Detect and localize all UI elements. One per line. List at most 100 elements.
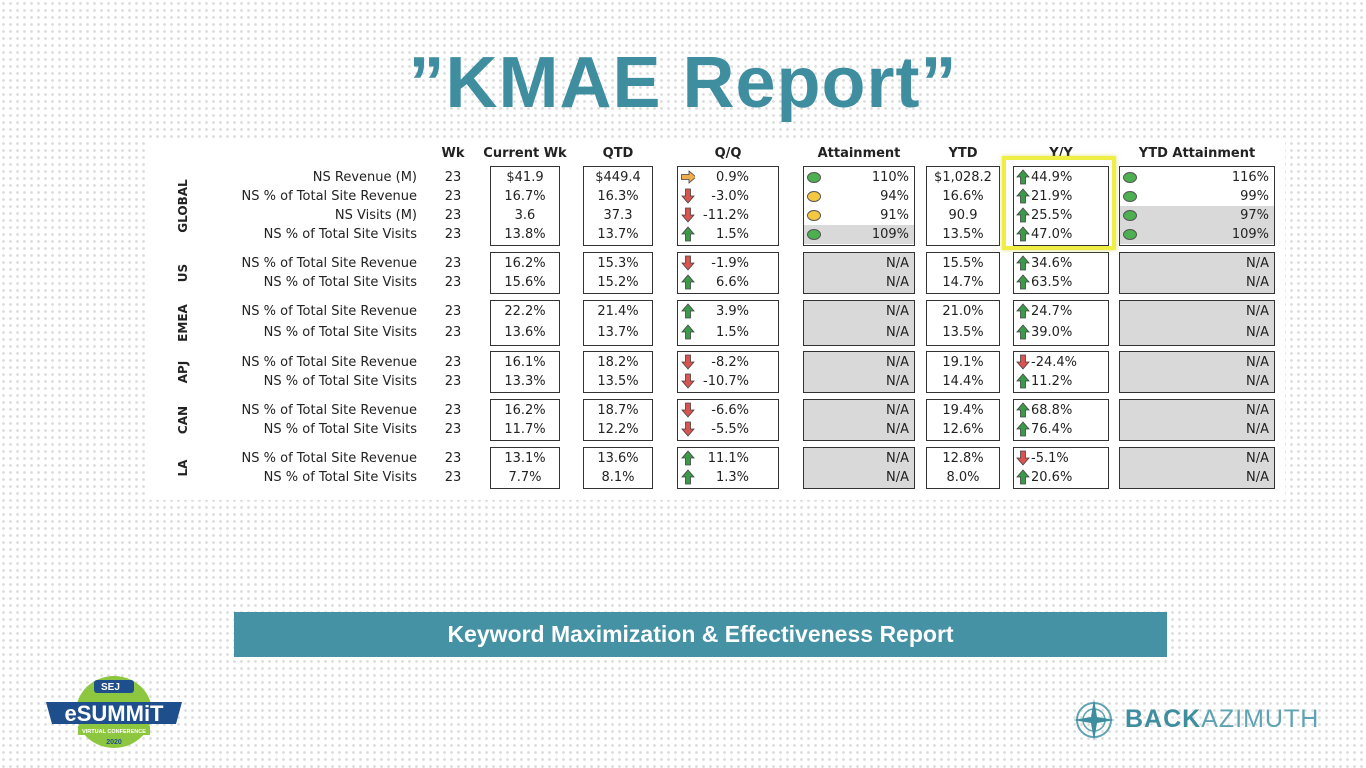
- backazimuth-logo: BACKAZIMUTH: [1070, 696, 1330, 744]
- row-current: 16.7%: [504, 189, 546, 204]
- row-qtd: 18.2%: [597, 355, 639, 370]
- row-ytd: 13.5%: [942, 325, 984, 340]
- row-attainment: 109%: [871, 227, 909, 242]
- backazimuth-wordmark: BACKAZIMUTH: [1125, 705, 1320, 733]
- row-qtd: 37.3: [603, 208, 633, 223]
- arrow-down-icon: [681, 402, 695, 418]
- row-attainment: 94%: [880, 189, 909, 204]
- box-current: [490, 351, 560, 393]
- row-ytd: $1,028.2: [934, 170, 992, 185]
- row-yy: 39.0%: [1031, 325, 1073, 340]
- box-qtd: [583, 300, 653, 346]
- arrow-up-icon: [1016, 188, 1030, 204]
- row-ytd: 19.1%: [942, 355, 984, 370]
- arrow-up-icon: [1016, 169, 1030, 185]
- row-yy: -24.4%: [1031, 355, 1077, 370]
- header-wk: Wk: [441, 146, 465, 161]
- header-ytd-attainment: YTD Attainment: [1138, 146, 1256, 161]
- row-label: NS % of Total Site Visits: [263, 227, 417, 242]
- status-dot-icon: [807, 191, 821, 202]
- esummit-logo-main: eSUMMiT: [65, 701, 165, 726]
- box-ytd: [926, 252, 1000, 294]
- arrow-down-icon: [681, 354, 695, 370]
- row-yy: 11.2%: [1031, 374, 1073, 389]
- header-ytd: YTD: [948, 146, 978, 161]
- status-dot-icon: [807, 172, 821, 183]
- row-yy: 21.9%: [1031, 189, 1073, 204]
- row-yy: 34.6%: [1031, 256, 1073, 271]
- box-ytd: [926, 447, 1000, 489]
- row-attainment: 110%: [871, 170, 909, 185]
- box-current: [490, 166, 560, 246]
- row-ytd-attainment: N/A: [1246, 256, 1269, 271]
- shade-attainment: [804, 225, 914, 244]
- arrow-up-icon: [1016, 207, 1030, 223]
- row-wk: 23: [444, 227, 462, 242]
- row-qq: -6.6%: [711, 403, 749, 418]
- box-qq: [677, 252, 779, 294]
- row-ytd: 8.0%: [946, 470, 980, 485]
- box-qtd: [583, 252, 653, 294]
- row-attainment: N/A: [886, 256, 909, 271]
- row-ytd: 21.0%: [942, 304, 984, 319]
- status-dot-icon: [1123, 191, 1137, 202]
- row-current: $41.9: [506, 170, 544, 185]
- box-ytd-attainment: [1119, 447, 1275, 489]
- arrow-down-icon: [1016, 354, 1030, 370]
- row-qtd: 15.3%: [597, 256, 639, 271]
- box-qq: [677, 447, 779, 489]
- box-qq: [677, 351, 779, 393]
- row-attainment: N/A: [886, 403, 909, 418]
- status-dot-icon: [1123, 172, 1137, 183]
- box-yy: [1013, 399, 1109, 441]
- row-ytd: 19.4%: [942, 403, 984, 418]
- esummit-logo-year: 2020: [106, 739, 122, 746]
- row-label: NS % of Total Site Revenue: [241, 189, 417, 204]
- arrow-right-icon: [681, 169, 697, 185]
- row-label: NS Revenue (M): [312, 170, 417, 185]
- box-attainment: [803, 399, 915, 441]
- row-ytd: 14.7%: [942, 275, 984, 290]
- row-qq: -1.9%: [711, 256, 749, 271]
- row-qq: -3.0%: [711, 189, 749, 204]
- header-qtd: QTD: [602, 146, 634, 161]
- row-current: 13.8%: [504, 227, 546, 242]
- arrow-down-icon: [1016, 450, 1030, 466]
- row-label: NS % of Total Site Revenue: [241, 403, 417, 418]
- row-attainment: 91%: [880, 208, 909, 223]
- box-qtd: [583, 166, 653, 246]
- arrow-up-icon: [681, 303, 695, 319]
- box-yy: [1013, 351, 1109, 393]
- row-label: NS % of Total Site Revenue: [241, 355, 417, 370]
- compass-icon: [1073, 699, 1115, 741]
- arrow-up-icon: [1016, 402, 1030, 418]
- row-ytd-attainment: N/A: [1246, 304, 1269, 319]
- row-qq: 0.9%: [715, 170, 749, 185]
- row-attainment: N/A: [886, 422, 909, 437]
- arrow-up-icon: [681, 324, 695, 340]
- row-qtd: $449.4: [595, 170, 641, 185]
- row-yy: 25.5%: [1031, 208, 1073, 223]
- slide-title: ”KMAE Report”: [408, 43, 958, 123]
- header-attainment: Attainment: [817, 146, 901, 161]
- row-qq: 1.5%: [715, 227, 749, 242]
- row-qq: -8.2%: [711, 355, 749, 370]
- status-dot-icon: [807, 229, 821, 240]
- row-wk: 23: [444, 256, 462, 271]
- row-current: 3.6: [514, 208, 536, 223]
- box-ytd-attainment: [1119, 300, 1275, 346]
- row-current: 11.7%: [504, 422, 546, 437]
- box-yy: [1013, 252, 1109, 294]
- arrow-down-icon: [681, 421, 695, 437]
- row-qq: 6.6%: [715, 275, 749, 290]
- row-ytd: 90.9: [948, 208, 978, 223]
- row-wk: 23: [444, 208, 462, 223]
- row-qtd: 16.3%: [597, 189, 639, 204]
- row-ytd: 12.6%: [942, 422, 984, 437]
- row-label: NS % of Total Site Visits: [263, 325, 417, 340]
- row-wk: 23: [444, 275, 462, 290]
- row-wk: 23: [444, 170, 462, 185]
- row-yy: 24.7%: [1031, 304, 1073, 319]
- row-label: NS % of Total Site Visits: [263, 470, 417, 485]
- row-ytd-attainment: 99%: [1240, 189, 1269, 204]
